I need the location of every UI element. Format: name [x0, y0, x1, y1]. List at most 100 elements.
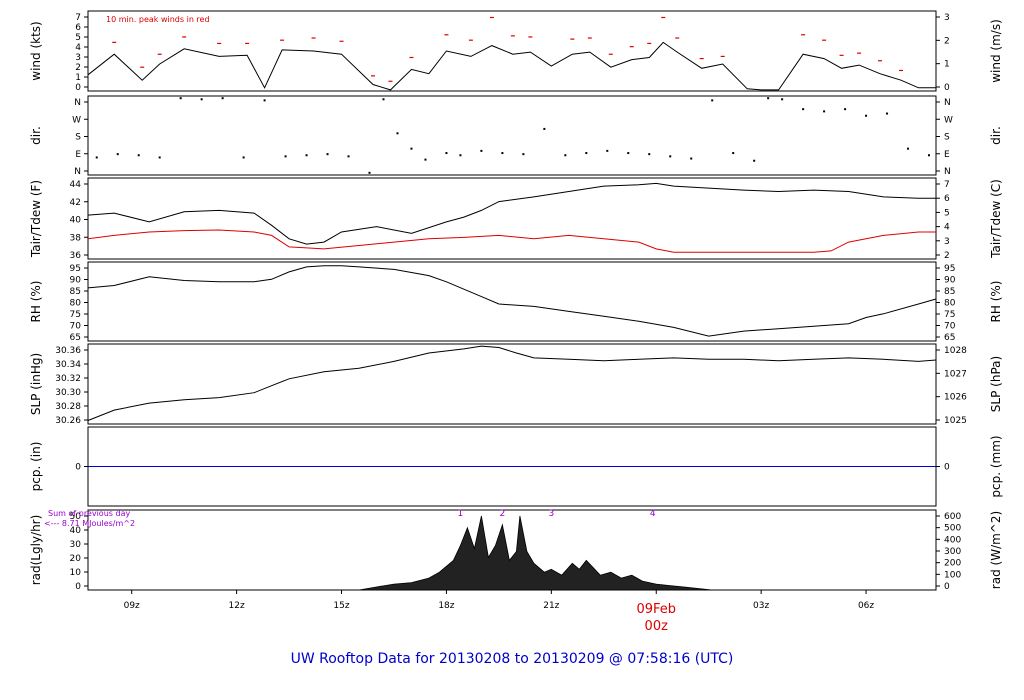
- slp-series-line: [87, 345, 937, 421]
- rad-left-tick-label: 30: [70, 540, 82, 550]
- slp-left-tick-label: 30.36: [55, 346, 81, 356]
- wind-left-tick-label: 0: [75, 83, 81, 93]
- x-date-hour-label: 00z: [645, 619, 669, 634]
- dir-point: [200, 98, 203, 101]
- dir-point: [445, 152, 448, 155]
- dir-left-axis-label: dir.: [29, 126, 43, 145]
- dir-point: [543, 127, 546, 130]
- temp-right-tick-label: 3: [944, 237, 950, 247]
- rad-right-tick-label: 200: [944, 559, 961, 569]
- rh-plot-frame: [87, 261, 937, 342]
- wind-left-tick-label: 5: [75, 33, 81, 43]
- dir-right-tick-label: N: [944, 167, 951, 177]
- x-tick-label: 09z: [124, 601, 140, 611]
- dir-point: [564, 154, 567, 157]
- dir-point: [585, 152, 588, 155]
- temp-left-tick-label: 36: [70, 251, 82, 261]
- dir-right-tick-label: W: [944, 115, 953, 125]
- pcp-left-tick-label: 0: [75, 463, 81, 473]
- dir-point: [690, 157, 693, 160]
- rad-left-axis-label: rad(Lgly/hr): [29, 515, 43, 586]
- dir-point: [263, 99, 266, 102]
- rh-right-tick-label: 65: [944, 333, 955, 343]
- dir-point: [158, 156, 161, 159]
- dir-point: [865, 114, 868, 117]
- dir-point: [221, 97, 224, 100]
- slp-right-tick-label: 1025: [944, 416, 967, 426]
- temp-right-tick-label: 2: [944, 251, 950, 261]
- dir-plot-frame: [87, 95, 937, 176]
- wind-left-tick-label: 7: [75, 13, 81, 23]
- dir-point: [480, 149, 483, 152]
- rh-right-tick-label: 85: [944, 287, 955, 297]
- x-date-label: 09Feb: [636, 602, 676, 617]
- wind-annotation: 10 min. peak winds in red: [106, 15, 210, 24]
- rh-right-tick-label: 90: [944, 276, 956, 286]
- dir-point: [732, 152, 735, 155]
- rad-right-axis-label: rad (W/m^2): [989, 511, 1003, 589]
- rh-right-tick-label: 70: [944, 322, 956, 332]
- rh-left-tick-label: 70: [70, 322, 82, 332]
- wind-right-axis-label: wind (m/s): [989, 19, 1003, 83]
- dir-left-tick-label: S: [75, 133, 81, 143]
- slp-right-tick-label: 1026: [944, 393, 967, 403]
- rad-left-tick-label: 40: [70, 526, 82, 536]
- rh-series-line: [87, 265, 937, 337]
- pcp-left-axis-label: pcp. (in): [29, 442, 43, 492]
- x-tick-label: 06z: [858, 601, 874, 611]
- dir-point: [844, 108, 847, 111]
- wind-left-tick-label: 6: [75, 23, 81, 33]
- pcp-right-tick-label: 0: [944, 463, 950, 473]
- rad-right-tick-label: 0: [944, 582, 950, 592]
- slp-left-tick-label: 30.32: [55, 374, 81, 384]
- slp-right-tick-label: 1028: [944, 346, 967, 356]
- dir-left-tick-label: E: [75, 150, 81, 160]
- dir-point: [767, 97, 770, 100]
- dir-right-tick-label: N: [944, 98, 951, 108]
- dir-point: [368, 171, 371, 174]
- rad-marker-label: 1: [458, 509, 464, 519]
- slp-left-tick-label: 30.28: [55, 402, 81, 412]
- rad-right-tick-label: 400: [944, 535, 961, 545]
- dir-point: [669, 155, 672, 158]
- temp-dew-line: [87, 229, 936, 253]
- pcp-right-axis-label: pcp. (mm): [989, 435, 1003, 497]
- dir-point: [907, 147, 910, 150]
- dir-point: [802, 108, 805, 111]
- dir-point: [382, 98, 385, 101]
- x-tick-label: 03z: [753, 601, 769, 611]
- figure-title-wrap: UW Rooftop Data for 20130208 to 20130209…: [0, 648, 1024, 667]
- dir-point: [711, 99, 714, 102]
- dir-point: [326, 153, 329, 156]
- rad-right-tick-label: 500: [944, 524, 961, 534]
- dir-point: [522, 153, 525, 156]
- dir-point: [305, 154, 308, 157]
- dir-point: [886, 112, 889, 115]
- rh-right-axis-label: RH (%): [989, 281, 1003, 323]
- rh-left-tick-label: 95: [70, 264, 81, 274]
- rad-left-tick-label: 0: [75, 582, 81, 592]
- temp-right-tick-label: 5: [944, 208, 950, 218]
- temp-right-tick-label: 4: [944, 223, 950, 233]
- rad-marker-label: 2: [500, 509, 506, 519]
- wind-right-tick-label: 1: [944, 60, 950, 70]
- rad-left-tick-label: 20: [70, 554, 82, 564]
- temp-right-tick-label: 7: [944, 180, 950, 190]
- dir-point: [284, 155, 287, 158]
- rh-left-tick-label: 85: [70, 287, 81, 297]
- dir-point: [137, 154, 140, 157]
- rad-left-tick-label: 10: [70, 568, 82, 578]
- temp-plot-frame: [87, 177, 937, 260]
- rh-left-axis-label: RH (%): [29, 281, 43, 323]
- rh-left-tick-label: 90: [70, 276, 82, 286]
- dir-left-tick-label: N: [74, 167, 81, 177]
- rad-right-tick-label: 300: [944, 547, 961, 557]
- dir-point: [95, 156, 98, 159]
- wind-left-tick-label: 4: [75, 43, 81, 53]
- dir-point: [753, 159, 756, 162]
- wind-speed-line: [87, 41, 936, 91]
- dir-right-tick-label: E: [944, 150, 950, 160]
- dir-point: [424, 158, 427, 161]
- rad-marker-label: 3: [548, 509, 554, 519]
